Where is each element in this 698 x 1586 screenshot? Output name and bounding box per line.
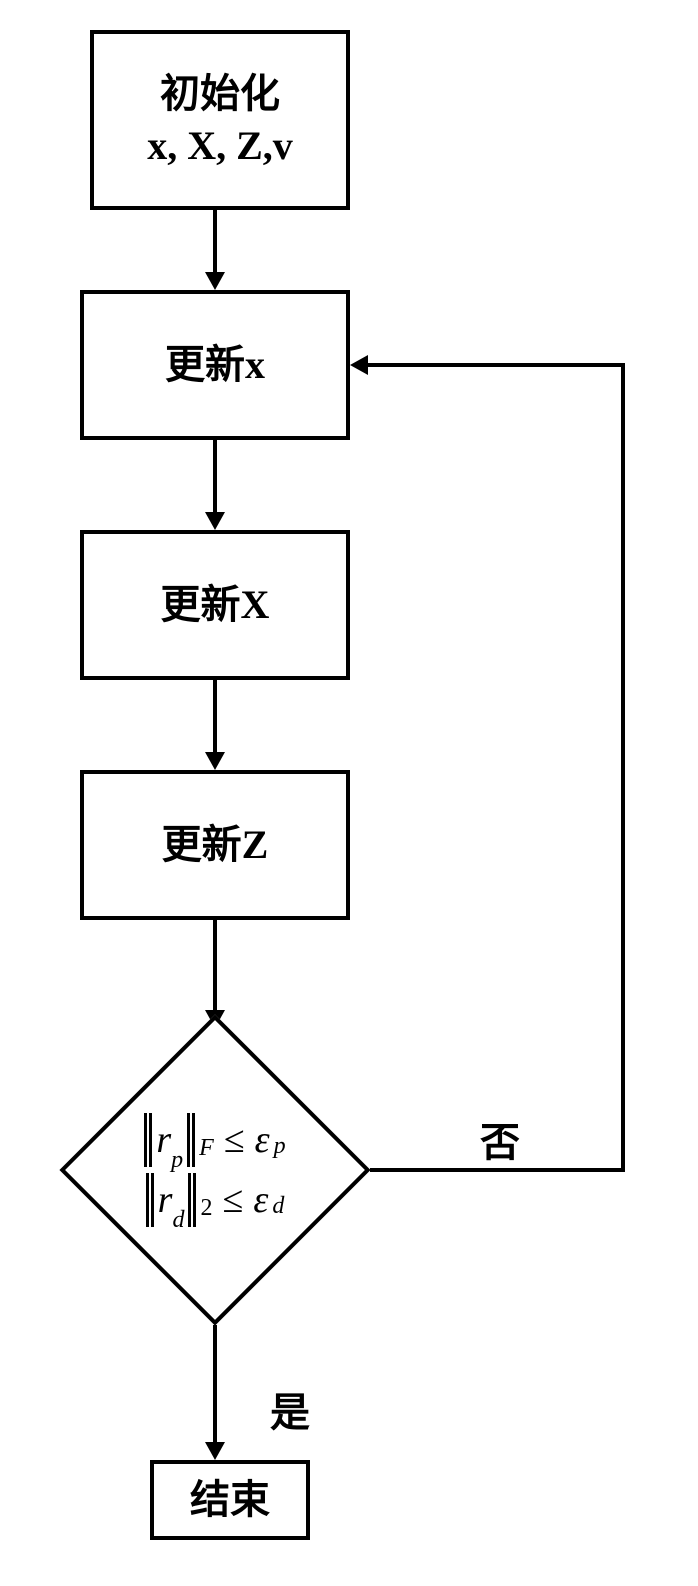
edge-updateX-updateZ <box>213 680 217 752</box>
edge-loop-h1 <box>370 1168 625 1172</box>
init-label-2: x, X, Z,v <box>147 120 293 172</box>
update-x-label: 更新x <box>165 339 265 391</box>
node-update-x: 更新x <box>80 290 350 440</box>
end-label: 结束 <box>190 1474 270 1526</box>
node-update-capX: 更新X <box>80 530 350 680</box>
edge-init-updatex <box>213 210 217 272</box>
edge-loop-v <box>621 365 625 1172</box>
edge-decision-end <box>213 1325 217 1442</box>
arrow-head-6 <box>350 355 368 375</box>
update-capX-label: 更新X <box>161 579 270 631</box>
decision-cond2: rd2 ≤ εd <box>146 1173 285 1227</box>
label-no: 否 <box>480 1110 520 1168</box>
edge-updateZ-decision <box>213 920 217 1010</box>
init-label-1: 初始化 <box>147 68 293 120</box>
label-yes: 是 <box>270 1380 310 1438</box>
node-update-Z: 更新Z <box>80 770 350 920</box>
arrow-head-1 <box>205 272 225 290</box>
edge-updatex-updateX <box>213 440 217 512</box>
arrow-head-5 <box>205 1442 225 1460</box>
edge-loop-h2 <box>368 363 625 367</box>
node-init: 初始化 x, X, Z,v <box>90 30 350 210</box>
decision-cond1: rpF ≤ εp <box>144 1113 285 1167</box>
arrow-head-2 <box>205 512 225 530</box>
flowchart-container: 初始化 x, X, Z,v 更新x 更新X 更新Z rpF ≤ εp <box>0 0 698 1586</box>
arrow-head-3 <box>205 752 225 770</box>
node-end: 结束 <box>150 1460 310 1540</box>
node-decision: rpF ≤ εp rd2 ≤ εd <box>60 1015 370 1325</box>
update-Z-label: 更新Z <box>162 819 269 871</box>
